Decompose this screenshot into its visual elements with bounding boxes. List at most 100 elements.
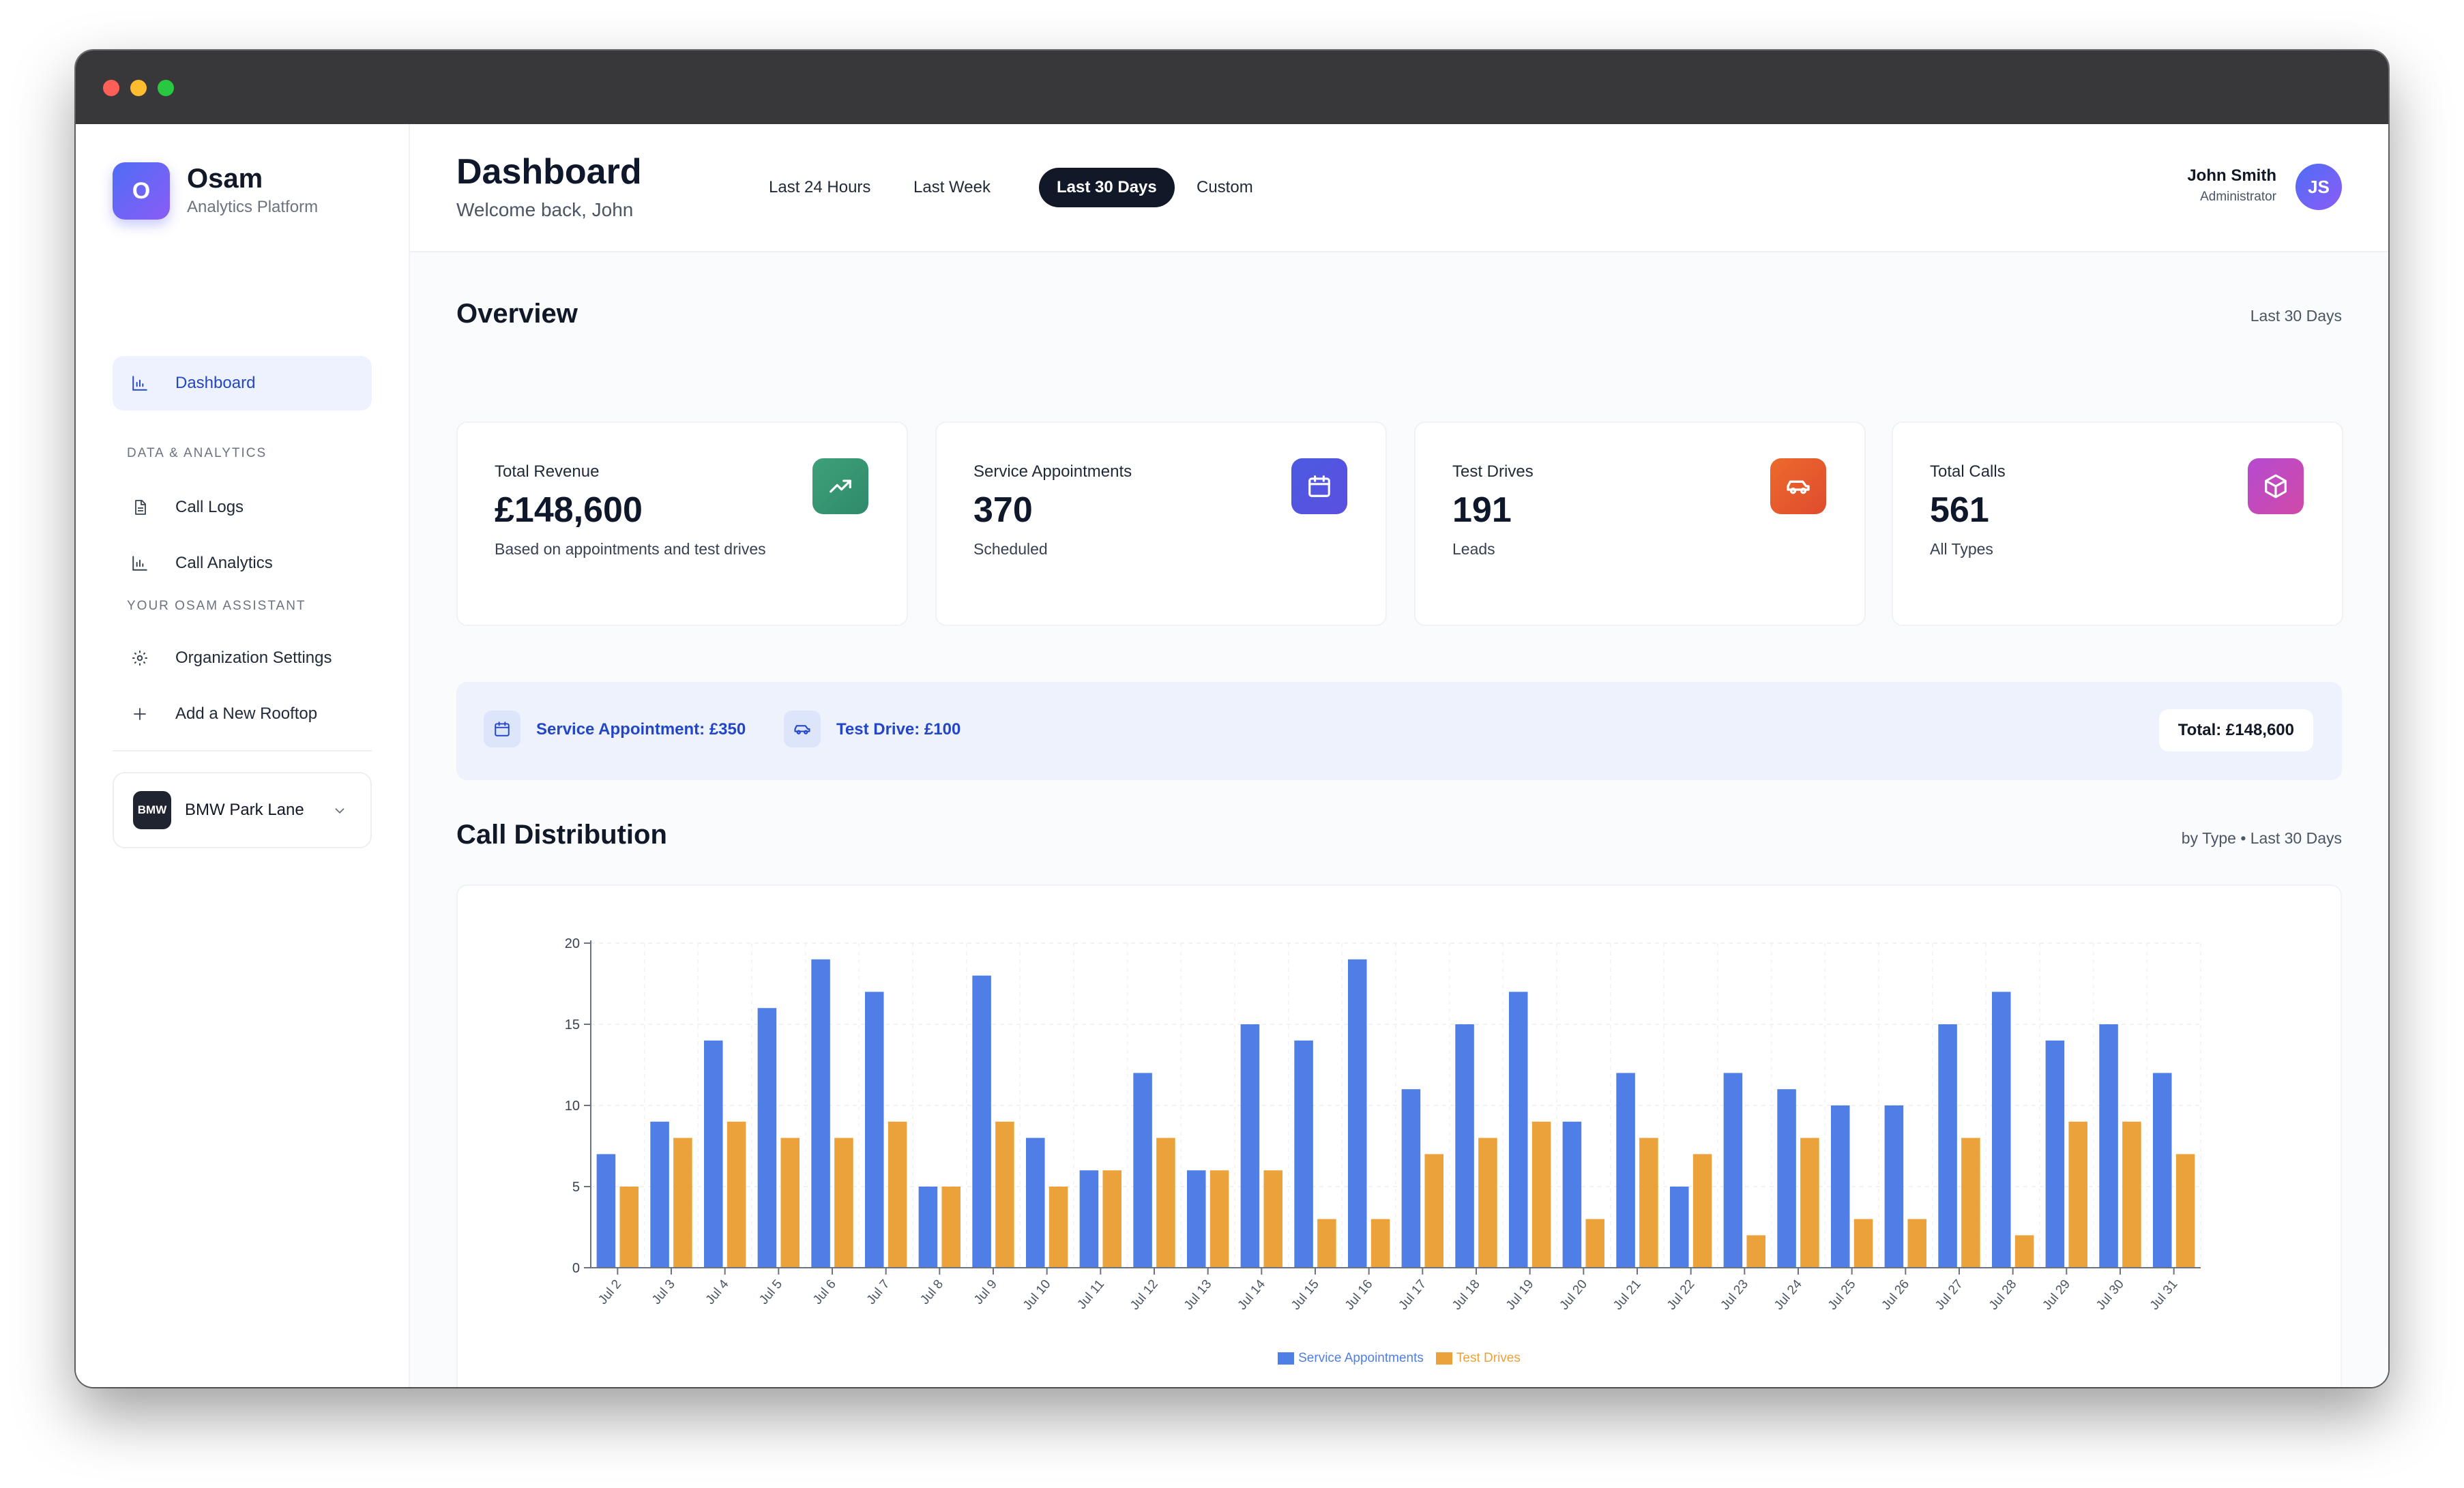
x-tick-label: Jul 19 <box>1504 1277 1537 1313</box>
x-tick-label: Jul 23 <box>1718 1277 1751 1313</box>
sidebar-divider <box>113 750 372 752</box>
bar-service-appointments <box>1186 1170 1206 1268</box>
sidebar-item-label: Organization Settings <box>175 649 332 667</box>
call-distribution-meta: by Type • Last 30 Days <box>2181 829 2342 847</box>
x-tick-label: Jul 2 <box>596 1277 624 1307</box>
car-icon <box>784 711 821 747</box>
x-tick-label: Jul 9 <box>971 1277 1000 1307</box>
bar-service-appointments <box>1455 1024 1474 1268</box>
bar-service-appointments <box>1884 1105 1904 1268</box>
main-content: Dashboard Welcome back, John Last 24 Hou… <box>410 124 2388 1387</box>
bar-test-drives <box>1531 1121 1551 1268</box>
stat-subtitle: All Types <box>1930 540 1993 558</box>
bar-service-appointments <box>2045 1040 2065 1268</box>
tab-last-24-hours[interactable]: Last 24 Hours <box>769 178 871 196</box>
chart-legend: Service Appointments Test Drives <box>458 1351 2341 1366</box>
bar-test-drives <box>1853 1219 1873 1268</box>
trending-up-icon <box>812 458 868 514</box>
bar-test-drives <box>941 1187 961 1268</box>
close-window-button[interactable] <box>103 80 119 96</box>
minimize-window-button[interactable] <box>130 80 147 96</box>
legend-item-service[interactable]: Service Appointments <box>1278 1351 1424 1366</box>
x-tick-label: Jul 4 <box>703 1277 732 1307</box>
sidebar: O Osam Analytics Platform Dashboard DATA… <box>76 124 410 1387</box>
plus-icon <box>130 704 149 724</box>
x-tick-label: Jul 31 <box>2147 1277 2181 1313</box>
x-tick-label: Jul 16 <box>1343 1277 1376 1313</box>
stat-value: 561 <box>1930 490 1989 530</box>
bar-chart: 0 5 10 15 20 Jul 2 Jul 3 Jul 4 Jul 5 Jul 6 Jul 7 Ju… <box>565 936 2201 1313</box>
tab-last-week[interactable]: Last Week <box>913 178 991 196</box>
sidebar-item-call-logs[interactable]: Call Logs <box>113 480 372 535</box>
stat-label: Service Appointments <box>973 462 1132 481</box>
x-tick-label: Jul 22 <box>1664 1277 1698 1313</box>
rooftop-selector[interactable]: BMW BMW Park Lane <box>113 772 372 848</box>
bar-service-appointments <box>650 1121 669 1268</box>
sidebar-item-add-rooftop[interactable]: Add a New Rooftop <box>113 687 372 741</box>
bar-service-appointments <box>1079 1170 1099 1268</box>
bar-test-drives <box>2175 1154 2195 1268</box>
stat-card-service-appointments: Service Appointments 370 Scheduled <box>935 421 1387 626</box>
x-tick-label: Jul 17 <box>1396 1277 1429 1313</box>
gear-icon <box>130 649 149 668</box>
bar-chart-icon <box>130 374 149 393</box>
brand-name: Osam <box>187 164 263 194</box>
x-tick-label: Jul 18 <box>1450 1277 1483 1313</box>
package-icon <box>2248 458 2304 514</box>
stat-card-total-revenue: Total Revenue £148,600 Based on appointm… <box>456 421 908 626</box>
bar-test-drives <box>1317 1219 1336 1268</box>
tab-last-30-days[interactable]: Last 30 Days <box>1039 168 1175 207</box>
bar-test-drives <box>1961 1137 1980 1268</box>
zoom-window-button[interactable] <box>158 80 174 96</box>
sidebar-item-dashboard[interactable]: Dashboard <box>113 356 372 411</box>
bar-test-drives <box>1102 1170 1122 1268</box>
legend-label: Service Appointments <box>1298 1351 1424 1365</box>
x-tick-label: Jul 26 <box>1879 1277 1912 1313</box>
y-tick-label: 5 <box>572 1180 580 1195</box>
bar-test-drives <box>1370 1219 1390 1268</box>
bar-service-appointments <box>1508 992 1528 1268</box>
bar-test-drives <box>1424 1154 1444 1268</box>
tab-custom[interactable]: Custom <box>1197 178 1253 196</box>
bar-test-drives <box>1209 1170 1229 1268</box>
sidebar-item-label: Add a New Rooftop <box>175 704 318 723</box>
rooftop-logo: BMW <box>133 791 171 829</box>
test-drive-price: Test Drive: £100 <box>836 720 961 739</box>
pricing-summary: Service Appointment: £350 Test Drive: £1… <box>456 682 2342 780</box>
bar-test-drives <box>2068 1121 2088 1268</box>
bar-test-drives <box>2122 1121 2141 1268</box>
page-title: Dashboard <box>456 152 642 192</box>
stat-label: Test Drives <box>1452 462 1534 481</box>
bar-service-appointments <box>1347 959 1367 1268</box>
stat-value: 191 <box>1452 490 1512 530</box>
stat-label: Total Revenue <box>495 462 600 481</box>
bar-test-drives <box>727 1121 746 1268</box>
stat-card-test-drives: Test Drives 191 Leads <box>1414 421 1866 626</box>
sidebar-item-organization-settings[interactable]: Organization Settings <box>113 631 372 685</box>
avatar[interactable]: JS <box>2296 164 2342 210</box>
calendar-icon <box>484 711 520 747</box>
bar-service-appointments <box>972 975 991 1268</box>
legend-label: Test Drives <box>1456 1351 1521 1365</box>
bar-test-drives <box>1585 1219 1605 1268</box>
brand-logo[interactable]: O <box>113 162 170 220</box>
bar-service-appointments <box>596 1154 616 1268</box>
bar-test-drives <box>673 1137 692 1268</box>
legend-item-test-drives[interactable]: Test Drives <box>1435 1351 1521 1366</box>
stat-label: Total Calls <box>1930 462 2006 481</box>
car-icon <box>1770 458 1826 514</box>
stat-card-total-calls: Total Calls 561 All Types <box>1892 421 2343 626</box>
bar-chart-icon <box>130 554 149 573</box>
page-header: Dashboard Welcome back, John Last 24 Hou… <box>410 124 2388 252</box>
bar-service-appointments <box>864 992 884 1268</box>
bar-service-appointments <box>1616 1073 1635 1268</box>
x-tick-label: Jul 12 <box>1128 1277 1161 1313</box>
y-tick-label: 0 <box>572 1261 580 1276</box>
x-tick-label: Jul 14 <box>1235 1277 1268 1313</box>
stat-value: £148,600 <box>495 490 643 530</box>
bar-test-drives <box>1746 1235 1766 1268</box>
sidebar-item-call-analytics[interactable]: Call Analytics <box>113 536 372 591</box>
app-window: O Osam Analytics Platform Dashboard DATA… <box>76 50 2388 1387</box>
x-tick-label: Jul 20 <box>1557 1277 1590 1313</box>
sidebar-item-label: Dashboard <box>175 374 256 392</box>
